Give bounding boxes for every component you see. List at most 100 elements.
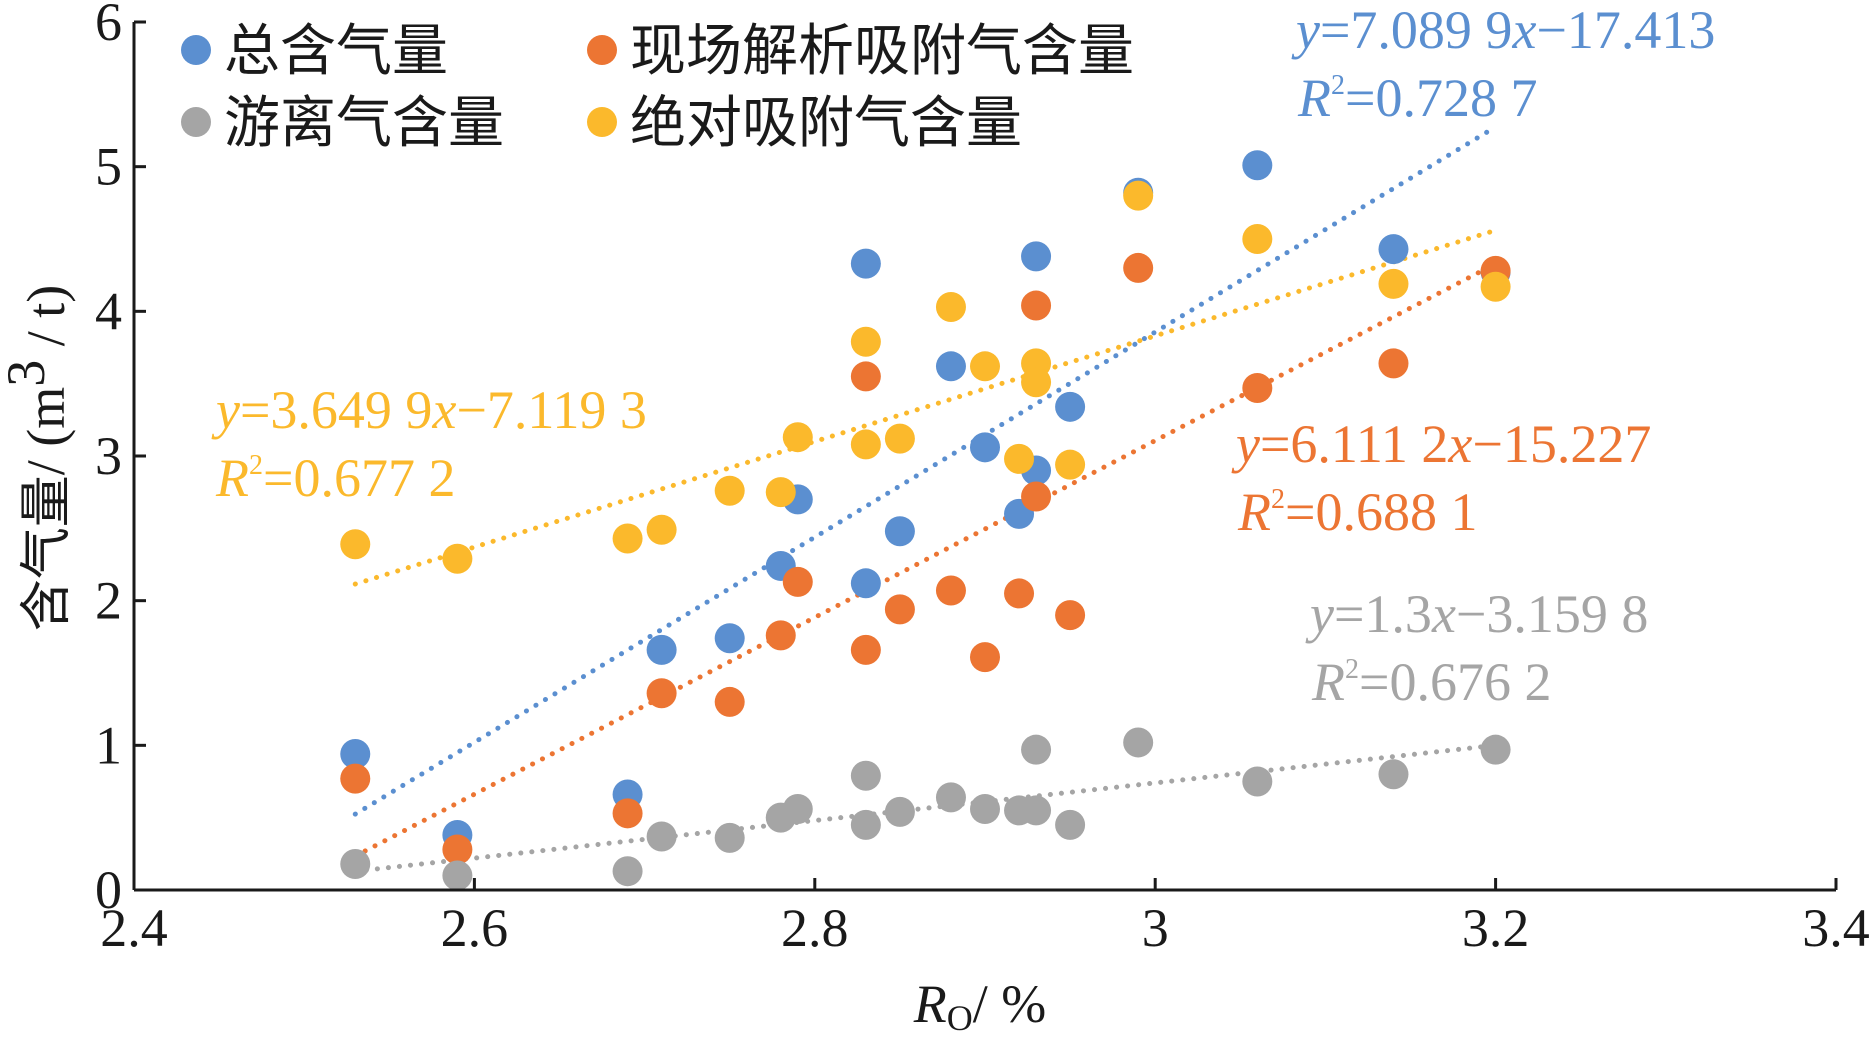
y-tick-label: 4 [95,281,122,341]
equation-desorbed-formula: y=6.111 2x−15.227 [1231,414,1651,474]
legend-marker-absolute [587,107,617,137]
point-absolute [1378,268,1409,299]
eq-abs-eq1: =3.649 9 [240,380,432,440]
y-tick-label: 2 [95,571,122,631]
eq-total-sup: 2 [1331,70,1345,101]
point-total [646,634,677,665]
point-desorbed [782,566,813,597]
legend-label-absolute: 绝对吸附气含量 [630,91,1022,156]
point-desorbed [1004,578,1035,609]
equation-free: y=1.3x−3.159 8 R2=0.676 2 [1305,584,1648,712]
equation-total-r2: R2=0.728 7 [1297,68,1537,128]
point-absolute [970,351,1000,382]
legend-label-total: 总含气量 [224,19,448,84]
equation-desorbed-r2: R2=0.688 1 [1237,482,1477,542]
point-total [1055,391,1086,422]
equation-free-r2: R2=0.676 2 [1311,652,1551,712]
y-axis-label-cn: 含气量 [17,475,77,631]
point-absolute [646,514,677,545]
point-free [850,760,881,791]
eq-abs-eq2: −7.119 3 [456,380,646,440]
point-total [850,248,881,279]
eq-abs-y: y [211,380,240,440]
point-absolute [1242,224,1273,254]
point-desorbed [1378,348,1409,379]
y-axis-label-unit-b: / t) [16,285,76,360]
point-desorbed [765,620,796,651]
point-absolute [1004,443,1035,474]
x-axis-label: RO/ % [913,974,1047,1038]
equation-free-formula: y=1.3x−3.159 8 [1305,584,1648,644]
equation-absolute-formula: y=3.649 9x−7.119 3 [211,380,647,440]
point-absolute [935,291,966,322]
point-desorbed [884,594,915,625]
point-free [782,793,813,824]
trendline-free [352,742,1499,874]
point-absolute [1021,367,1052,398]
y-axis-label: 含气量/ (m3 / t) [0,285,77,632]
legend-label-desorbed: 现场解析吸附气含量 [630,19,1134,84]
point-total [850,568,881,599]
eq-des-y: y [1231,414,1260,474]
y-tick-label: 5 [95,137,122,197]
point-desorbed [340,763,371,794]
eq-total-eq1: =7.089 9 [1320,0,1512,60]
point-free [1123,727,1154,758]
point-absolute [340,529,371,560]
eq-des-eq1: =6.111 2 [1260,414,1448,474]
point-absolute [850,429,881,460]
x-tick-label: 2.8 [781,898,849,958]
x-tick-label: 3 [1142,898,1169,958]
eq-total-y: y [1291,0,1320,60]
point-free [714,822,745,853]
trendline-absolute [352,227,1499,587]
point-free [646,821,677,852]
x-tick-label: 2.4 [100,898,168,958]
point-absolute [1123,180,1154,211]
eq-free-r: R [1311,652,1345,712]
eq-abs-sup: 2 [249,450,263,481]
y-tick-label: 6 [95,0,122,52]
eq-abs-r: R [215,448,249,508]
point-absolute [765,477,796,508]
data-points [340,150,1511,891]
eq-des-r2-val: =0.688 1 [1285,482,1477,542]
eq-total-x: x [1511,0,1536,60]
point-desorbed [1021,481,1052,512]
x-tick-label: 3.2 [1462,898,1530,958]
trendline-desorbed [352,261,1499,859]
point-absolute [782,422,813,453]
y-tick-label: 0 [95,860,122,920]
point-free [1021,795,1052,826]
point-absolute [442,543,473,574]
point-desorbed [1123,252,1154,283]
legend: 总含气量 现场解析吸附气含量 游离气含量 绝对吸附气含量 [181,19,1134,156]
eq-abs-r2-val: =0.677 2 [263,448,455,508]
eq-total-eq2: −17.413 [1536,0,1715,60]
eq-total-r2-val: =0.728 7 [1345,68,1537,128]
point-absolute [612,523,643,554]
point-desorbed [935,575,966,606]
eq-des-r: R [1237,482,1271,542]
point-total [884,516,915,547]
eq-free-y: y [1305,584,1334,644]
x-tick-label: 2.6 [441,898,509,958]
point-absolute [884,423,915,454]
point-absolute [1055,449,1086,480]
eq-des-x: x [1447,414,1472,474]
x-axis-label-unit: / % [973,974,1047,1034]
point-free [1242,766,1273,797]
point-desorbed [646,678,677,709]
y-tick-label: 3 [95,426,122,486]
point-total [1378,234,1409,265]
y-tick-label: 1 [95,715,122,775]
point-free [1055,809,1086,840]
eq-total-r: R [1297,68,1331,128]
point-absolute [1480,271,1511,302]
point-total [970,432,1000,463]
equation-total-formula: y=7.089 9x−17.413 [1291,0,1715,60]
eq-abs-x: x [431,380,456,440]
eq-free-x: x [1431,584,1456,644]
point-desorbed [1021,290,1052,321]
